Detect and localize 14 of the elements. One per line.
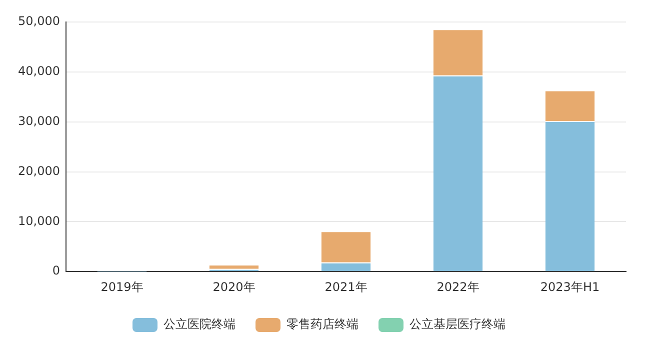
y-tick-label: 10,000 [18, 214, 60, 228]
y-tick-label: 30,000 [18, 114, 60, 128]
x-tick-label: 2019年 [100, 280, 144, 294]
legend-label: 公立医院终端 [164, 317, 236, 332]
y-tick-label: 20,000 [18, 164, 60, 178]
legend-label: 公立基层医疗终端 [410, 317, 506, 332]
legend-label: 零售药店终端 [286, 317, 358, 332]
y-tick-label: 0 [52, 264, 60, 278]
x-tick-label: 2022年 [436, 280, 480, 294]
x-tick-label: 2023年H1 [540, 280, 600, 294]
y-tick-label: 40,000 [18, 64, 60, 78]
x-tick-label: 2021年 [324, 280, 368, 294]
x-tick-label: 2020年 [212, 280, 256, 294]
y-tick-label: 50,000 [18, 14, 60, 28]
